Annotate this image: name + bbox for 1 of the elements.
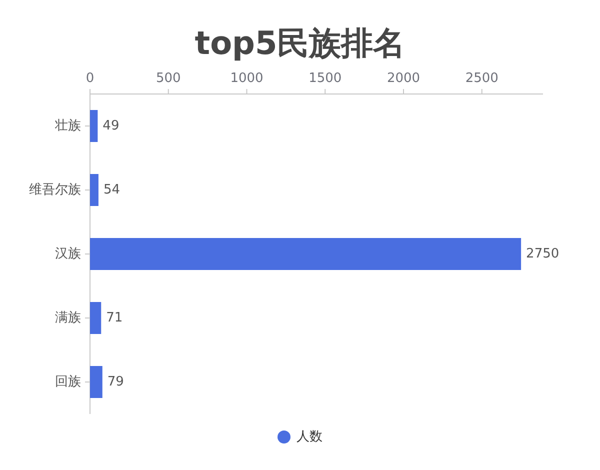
title: top5民族排名: [194, 24, 406, 62]
